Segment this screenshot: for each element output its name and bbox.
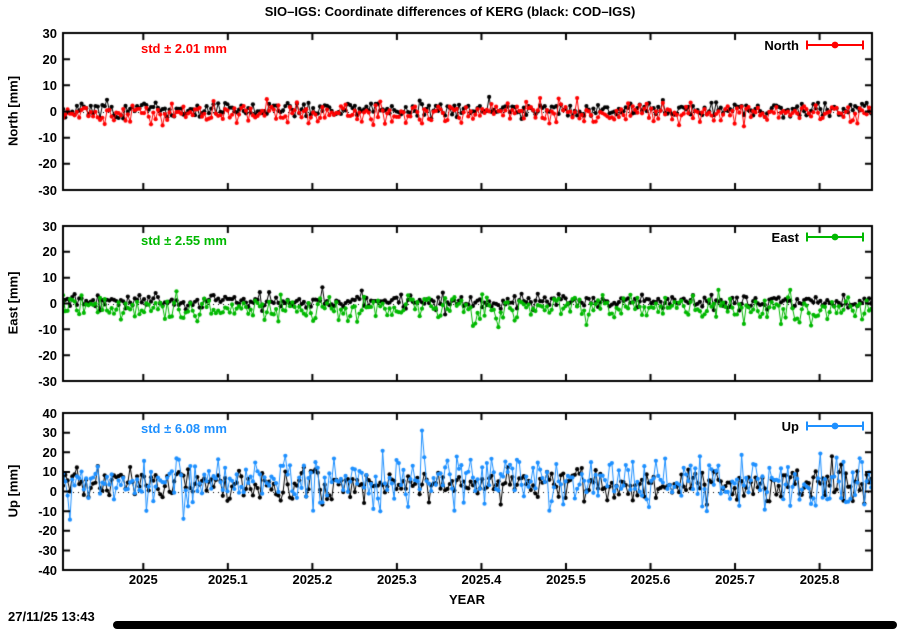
x-tick-label: 2025.6: [630, 572, 671, 587]
y-tick-label: -40: [38, 562, 57, 578]
y-tick-label: -20: [38, 156, 57, 172]
y-tick-label: -10: [38, 130, 57, 146]
east-legend-label: East: [771, 230, 799, 245]
y-tick-label: -30: [38, 182, 57, 198]
x-tick-label: 2025.1: [207, 572, 248, 587]
y-tick-label: -30: [38, 542, 57, 558]
x-tick-label: 2025.8: [799, 572, 840, 587]
x-tick-label: 2025.3: [377, 572, 417, 587]
y-tick-label: 40: [42, 405, 57, 421]
y-tick-label: 30: [42, 25, 57, 41]
y-tick-label: 10: [42, 464, 57, 480]
y-tick-label: 20: [42, 244, 57, 260]
north-legend-marker-icon: [806, 40, 864, 50]
y-tick-label: -10: [38, 503, 57, 519]
horizontal-scrollbar-thumb[interactable]: [113, 621, 897, 629]
up-std-annotation: std ± 6.08 mm: [141, 421, 227, 436]
y-tick-label: 30: [42, 218, 57, 234]
up-legend-marker-icon: [806, 421, 864, 431]
y-tick-label: -20: [38, 523, 57, 539]
y-tick-label: -20: [38, 347, 57, 363]
up-legend-label: Up: [781, 419, 799, 434]
east-legend-marker-icon: [806, 232, 864, 242]
y-tick-label: 0: [49, 104, 57, 119]
east-std-annotation: std ± 2.55 mm: [141, 233, 227, 248]
x-tick-label: 2025.5: [546, 572, 586, 587]
north-std-annotation: std ± 2.01 mm: [141, 41, 227, 56]
x-tick-label: 2025: [128, 572, 158, 587]
y-tick-label: 30: [42, 425, 57, 441]
x-tick-label: 2025.2: [292, 572, 333, 587]
chart-title: SIO–IGS: Coordinate differences of KERG …: [264, 4, 636, 19]
north-legend-label: North: [764, 38, 799, 53]
x-tick-label: 2025.7: [715, 572, 755, 587]
y-tick-label: 0: [49, 484, 57, 499]
y-tick-label: -30: [38, 373, 57, 389]
x-tick-label: 2025.4: [461, 572, 502, 587]
plot-timestamp: 27/11/25 13:43: [8, 609, 95, 624]
y-tick-label: 10: [42, 77, 57, 93]
y-tick-label: -10: [38, 321, 57, 337]
y-tick-label: 20: [42, 51, 57, 67]
y-tick-label: 20: [42, 444, 57, 460]
y-tick-label: 10: [42, 270, 57, 286]
y-tick-label: 0: [49, 296, 57, 311]
x-axis-label: YEAR: [448, 592, 486, 607]
